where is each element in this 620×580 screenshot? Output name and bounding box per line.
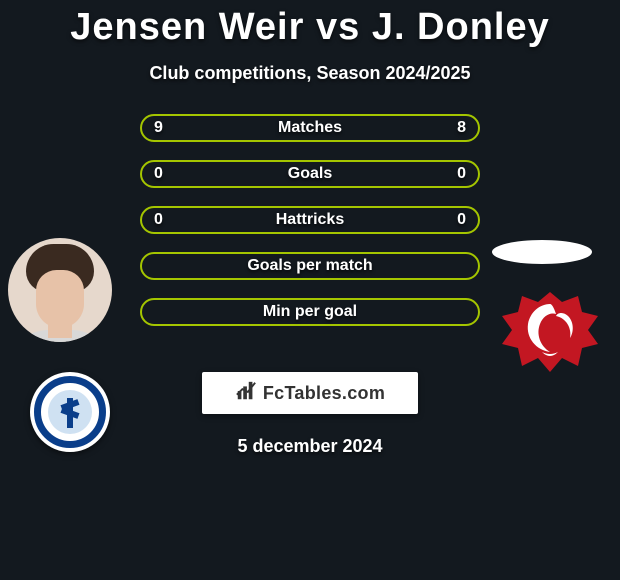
club-right-crest [500, 290, 600, 374]
stat-row-goals: 0 Goals 0 [140, 160, 480, 188]
stat-row-min-per-goal: Min per goal [140, 298, 480, 326]
stat-left-value: 0 [154, 165, 163, 183]
title-player-right: J. Donley [372, 6, 550, 48]
bar-chart-icon [235, 380, 257, 407]
stat-row-matches: 9 Matches 8 [140, 114, 480, 142]
player-left-photo [8, 238, 112, 342]
title-separator: vs [316, 6, 360, 48]
title-player-left: Jensen Weir [70, 6, 304, 48]
stat-right-value: 8 [457, 119, 466, 137]
subtitle: Club competitions, Season 2024/2025 [0, 63, 620, 84]
brand-label: FcTables.com [263, 383, 385, 404]
stat-right-value: 0 [457, 165, 466, 183]
club-left-crest [30, 372, 110, 452]
stat-label: Matches [142, 119, 478, 137]
page-title: Jensen Weir vs J. Donley [0, 0, 620, 49]
stat-row-goals-per-match: Goals per match [140, 252, 480, 280]
stat-label: Goals per match [142, 257, 478, 275]
stat-label: Goals [142, 165, 478, 183]
stat-rows: 9 Matches 8 0 Goals 0 0 Hattricks 0 Goal… [140, 114, 480, 344]
stat-label: Hattricks [142, 211, 478, 229]
brand-badge[interactable]: FcTables.com [202, 372, 418, 414]
comparison-stage: 9 Matches 8 0 Goals 0 0 Hattricks 0 Goal… [0, 114, 620, 364]
stat-label: Min per goal [142, 303, 478, 321]
stat-right-value: 0 [457, 211, 466, 229]
stat-left-value: 9 [154, 119, 163, 137]
stat-row-hattricks: 0 Hattricks 0 [140, 206, 480, 234]
player-right-placeholder [492, 240, 592, 264]
stat-left-value: 0 [154, 211, 163, 229]
